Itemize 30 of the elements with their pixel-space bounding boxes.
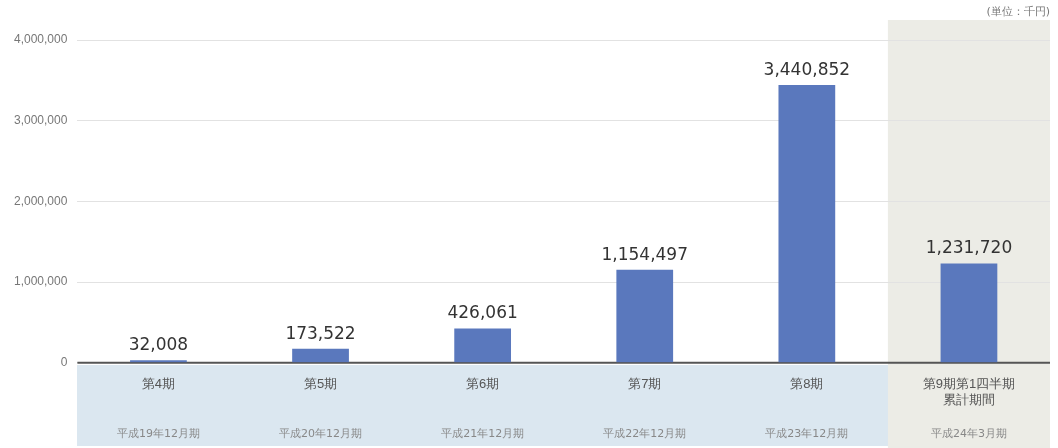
text: (単位：千円) [986, 4, 1050, 19]
data-label: 32,008 [128, 334, 189, 355]
text: 平成22年12月期 [603, 427, 687, 441]
data-label: 1,231,720 [925, 237, 1013, 258]
bar [616, 269, 674, 363]
y-tick-label: 0 [60, 355, 68, 370]
text: 平成23年12月期 [765, 427, 849, 441]
text: 平成19年12月期 [116, 427, 200, 441]
text: 平成21年12月期 [441, 427, 525, 441]
x-tick-label: 第5期 [303, 376, 338, 392]
data-label: 1,154,497 [601, 243, 689, 264]
bar [454, 328, 512, 363]
data-label: 173,522 [285, 322, 356, 343]
y-tick-label: 4,000,000 [13, 32, 68, 47]
x-tick-label: 第6期 [466, 376, 500, 392]
text: 平成24年3月期 [930, 427, 1007, 441]
y-tick-label: 1,000,000 [13, 274, 68, 289]
bar [130, 360, 187, 363]
bar [292, 348, 349, 363]
y-tick-label: 2,000,000 [13, 193, 68, 208]
data-label: 426,061 [447, 302, 518, 323]
x-tick-label: 第4期 [141, 376, 176, 392]
bar [940, 263, 998, 363]
text: 平成20年12月期 [279, 427, 363, 441]
x-tick-label: 第8期 [790, 376, 824, 392]
bar [778, 85, 836, 363]
y-tick-label: 3,000,000 [13, 113, 68, 128]
data-label: 3,440,852 [763, 59, 851, 80]
x-tick-label: 第7期 [628, 376, 662, 392]
x-tick-label: 第9期第1四半期累計期間 [922, 376, 1016, 407]
